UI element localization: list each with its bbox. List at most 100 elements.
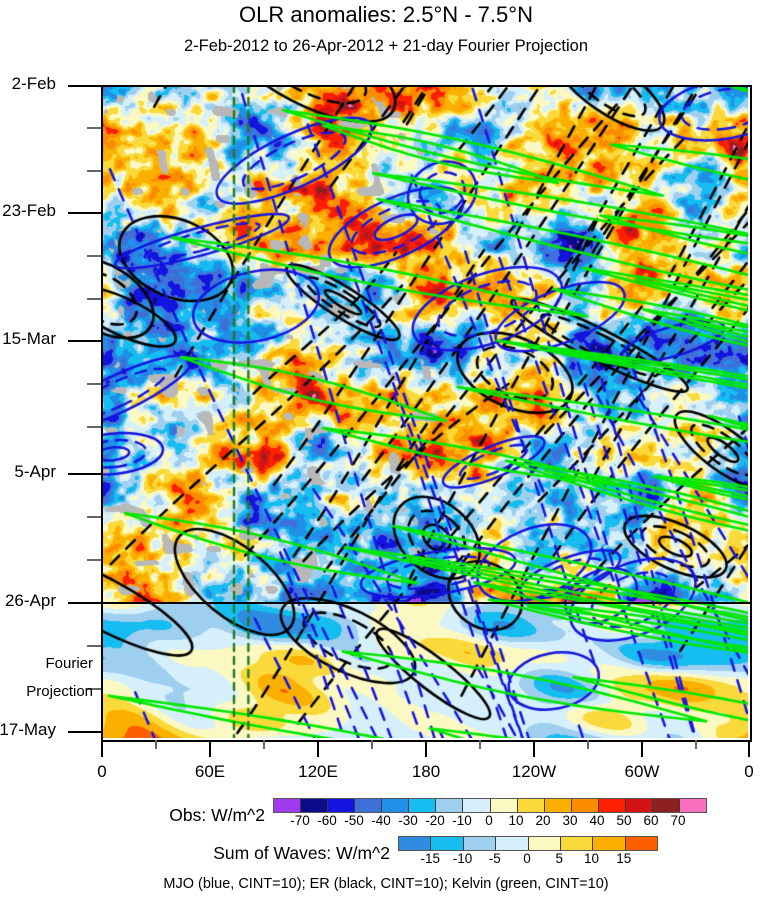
colorbar-tick-label: -10 (452, 851, 473, 866)
hovmoller-plot-area[interactable] (101, 85, 748, 738)
x-axis-tick (533, 740, 535, 757)
colorbar-swatch (625, 837, 657, 850)
colorbar-swatch (598, 799, 626, 812)
y-axis-minor-tick (87, 298, 101, 300)
colorbar-swatch (571, 799, 599, 812)
y-axis-tick-label: 26-Apr (4, 591, 56, 610)
x-axis-minor-tick (263, 740, 265, 749)
x-axis-tick (209, 740, 211, 757)
colorbar-swatch (409, 799, 437, 812)
colorbar-swatch (328, 799, 356, 812)
x-axis-tick (425, 740, 427, 757)
y-axis-tick-label: 5-Apr (14, 462, 56, 481)
y-axis-minor-tick (87, 426, 101, 428)
x-axis-minor-tick (371, 740, 373, 749)
colorbar-tick-label: 50 (616, 813, 632, 828)
colorbar-tick-label: 0 (523, 851, 531, 866)
fourier-projection-label: Projection (26, 683, 93, 700)
colorbar-tick-label: -70 (290, 813, 310, 828)
y-axis-tick (68, 340, 101, 342)
colorbar-swatch (436, 799, 464, 812)
colorbar-tick-label: 40 (589, 813, 605, 828)
x-axis-tick-label: 180 (411, 762, 441, 781)
colorbar-swatch (399, 837, 432, 850)
y-axis-tick (68, 473, 101, 475)
legend-caption: MJO (blue, CINT=10); ER (black, CINT=10)… (163, 876, 609, 892)
colorbar-tick-label: -60 (317, 813, 337, 828)
colorbar-swatch (517, 799, 545, 812)
waves-colorbar-label: Sum of Waves: W/m^2 (213, 842, 390, 863)
waves-colorbar-row: Sum of Waves: W/m^2 -15 -10 -5 0 5 10 15 (0, 836, 772, 870)
colorbar-tick-label: -15 (420, 851, 441, 866)
y-axis-minor-tick (87, 383, 101, 385)
y-axis-tick-label: 15-Mar (2, 329, 56, 348)
x-axis-minor-tick (587, 740, 589, 749)
y-axis-minor-tick (87, 255, 101, 257)
colorbar-tick-label: 5 (555, 851, 564, 866)
obs-colorbar-row: Obs: W/m^2 -70 -60 -50 -40 -30 -20 -10 0 10 20 30 4… (0, 798, 772, 832)
colorbar-tick-label: -10 (452, 813, 472, 828)
colorbar-tick-label: -20 (425, 813, 445, 828)
colorbar-swatch (496, 837, 529, 850)
colorbar-swatch (355, 799, 383, 812)
y-axis-minor-tick (87, 645, 101, 647)
y-axis-tick (68, 212, 101, 214)
colorbar-swatch (560, 837, 594, 850)
colorbar-swatch (490, 799, 518, 812)
obs-colorbar[interactable] (273, 798, 707, 813)
colorbar-swatch (382, 799, 410, 812)
colorbar-tick-label: -40 (371, 813, 391, 828)
waves-colorbar[interactable] (398, 836, 658, 851)
fourier-projection-label: Fourier (45, 655, 93, 672)
colorbar-swatch (593, 837, 626, 850)
colorbar-swatch (544, 799, 572, 812)
y-axis-tick (68, 85, 101, 87)
y-axis-minor-tick (87, 559, 101, 561)
colorbar-tick-label: -5 (488, 851, 501, 866)
colorbar-tick-label: 70 (670, 813, 686, 828)
y-axis-minor-tick (87, 688, 101, 690)
x-axis-tick-label: 120W (511, 762, 557, 781)
x-axis-minor-tick (695, 740, 697, 749)
page-title: OLR anomalies: 2.5°N - 7.5°N (239, 2, 533, 27)
waves-colorbar-scale[interactable]: -15 -10 -5 0 5 10 15 (398, 836, 658, 870)
forecast-divider-line (101, 602, 752, 604)
y-axis-minor-tick (87, 516, 101, 518)
colorbar-tick-label: 0 (485, 813, 493, 828)
y-axis: 2-Feb 23-Feb 15-Mar 5-Apr 26-Apr 17-May Fourie… (0, 0, 101, 760)
colorbar-tick-label: -30 (398, 813, 418, 828)
obs-colorbar-label: Obs: W/m^2 (169, 804, 265, 825)
colorbar-tick-label: 10 (583, 851, 600, 866)
x-axis-minor-tick (155, 740, 157, 749)
colorbar-tick-label: 15 (616, 851, 632, 866)
y-axis-tick-label: 17-May (0, 720, 56, 739)
x-axis-minor-tick (479, 740, 481, 749)
colorbar-swatch (274, 799, 302, 812)
wave-contour-layer (101, 85, 748, 738)
x-axis-tick-label: 120E (298, 762, 338, 781)
x-axis-tick-label: 0 (744, 762, 754, 781)
colorbar-swatch (652, 799, 680, 812)
y-axis-minor-tick (87, 127, 101, 129)
colorbar-swatch (528, 837, 561, 850)
colorbar-swatch (463, 837, 497, 850)
y-axis-tick (68, 602, 101, 604)
colorbar-tick-label: 30 (562, 813, 578, 828)
x-axis-tick (748, 740, 750, 757)
page-subtitle: 2-Feb-2012 to 26-Apr-2012 + 21-day Fouri… (183, 37, 589, 55)
y-axis-tick-label: 23-Feb (2, 201, 56, 220)
colorbar-tick-label: 60 (643, 813, 659, 828)
x-axis-tick (641, 740, 643, 757)
x-axis-tick (101, 740, 103, 757)
colorbar-tick-label: -50 (344, 813, 364, 828)
obs-colorbar-scale[interactable]: -70 -60 -50 -40 -30 -20 -10 0 10 20 30 40 50 60 70 (273, 798, 707, 832)
colorbar-swatch (679, 799, 706, 812)
x-axis-tick-label: 60E (194, 762, 226, 781)
x-axis-tick (317, 740, 319, 757)
x-axis-tick-label: 0 (97, 762, 107, 781)
colorbar-swatch (625, 799, 653, 812)
colorbar-swatch (301, 799, 329, 812)
y-axis-tick (68, 731, 101, 733)
y-axis-tick-label: 2-Feb (11, 74, 56, 93)
colorbar-tick-label: 20 (535, 813, 551, 828)
